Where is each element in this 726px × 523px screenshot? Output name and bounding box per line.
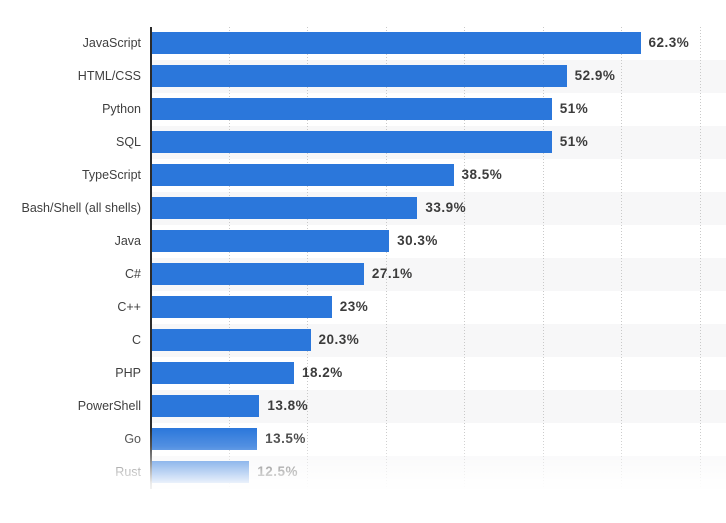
category-label: HTML/CSS <box>0 60 151 93</box>
row-band: 30.3% <box>151 225 726 258</box>
row-band: 23% <box>151 291 726 324</box>
value-label: 13.8% <box>267 398 309 413</box>
chart-rows: JavaScript 62.3% HTML/CSS 52.9% Python 5… <box>0 27 726 489</box>
row-band: 51% <box>151 93 726 126</box>
value-label: 52.9% <box>574 68 616 83</box>
value-label: 33.9% <box>425 200 467 215</box>
bar <box>151 263 364 285</box>
bar <box>151 164 454 186</box>
value-label: 20.3% <box>318 332 360 347</box>
bar <box>151 32 641 54</box>
category-label: Rust <box>0 456 151 489</box>
chart-row: Java 30.3% <box>0 225 726 258</box>
chart-row: Bash/Shell (all shells) 33.9% <box>0 192 726 225</box>
value-label: 30.3% <box>397 233 438 248</box>
bar <box>151 395 260 417</box>
chart-row: JavaScript 62.3% <box>0 27 726 60</box>
category-label: SQL <box>0 126 151 159</box>
value-label: 12.5% <box>257 464 298 479</box>
category-label: Python <box>0 93 151 126</box>
row-band: 27.1% <box>151 258 726 291</box>
bar <box>151 428 258 450</box>
bar <box>151 197 418 219</box>
row-band: 38.5% <box>151 159 726 192</box>
chart-row: C 20.3% <box>0 324 726 357</box>
row-band: 33.9% <box>151 192 726 225</box>
row-band: 13.5% <box>151 423 726 456</box>
chart-row: TypeScript 38.5% <box>0 159 726 192</box>
value-label: 23% <box>339 299 369 314</box>
chart-row: PowerShell 13.8% <box>0 390 726 423</box>
chart-row: HTML/CSS 52.9% <box>0 60 726 93</box>
category-label: PHP <box>0 357 151 390</box>
category-label: Go <box>0 423 151 456</box>
value-label: 13.5% <box>265 431 306 446</box>
chart-row: SQL 51% <box>0 126 726 159</box>
value-label: 38.5% <box>461 167 503 182</box>
chart-row: Python 51% <box>0 93 726 126</box>
category-label: Java <box>0 225 151 258</box>
chart-row: PHP 18.2% <box>0 357 726 390</box>
bar <box>151 131 552 153</box>
value-label: 51% <box>559 101 589 116</box>
value-label: 18.2% <box>302 365 343 380</box>
row-band: 12.5% <box>151 456 726 489</box>
bar <box>151 98 552 120</box>
value-label: 27.1% <box>371 266 413 281</box>
row-band: 13.8% <box>151 390 726 423</box>
category-label: Bash/Shell (all shells) <box>0 192 151 225</box>
row-band: 20.3% <box>151 324 726 357</box>
category-label: C <box>0 324 151 357</box>
value-label: 62.3% <box>648 35 690 50</box>
bar <box>151 329 311 351</box>
bar <box>151 362 294 384</box>
category-label: C# <box>0 258 151 291</box>
bar <box>151 296 332 318</box>
row-band: 18.2% <box>151 357 726 390</box>
bar <box>151 461 250 483</box>
chart-row: C++ 23% <box>0 291 726 324</box>
category-label: JavaScript <box>0 27 151 60</box>
category-label: PowerShell <box>0 390 151 423</box>
y-axis-line <box>150 27 152 489</box>
category-label: TypeScript <box>0 159 151 192</box>
chart-row: C# 27.1% <box>0 258 726 291</box>
row-band: 52.9% <box>151 60 726 93</box>
value-label: 51% <box>559 134 589 149</box>
bar <box>151 230 390 252</box>
row-band: 62.3% <box>151 27 726 60</box>
category-label: C++ <box>0 291 151 324</box>
bar <box>151 65 567 87</box>
chart-row: Rust 12.5% <box>0 456 726 489</box>
row-band: 51% <box>151 126 726 159</box>
chart-row: Go 13.5% <box>0 423 726 456</box>
